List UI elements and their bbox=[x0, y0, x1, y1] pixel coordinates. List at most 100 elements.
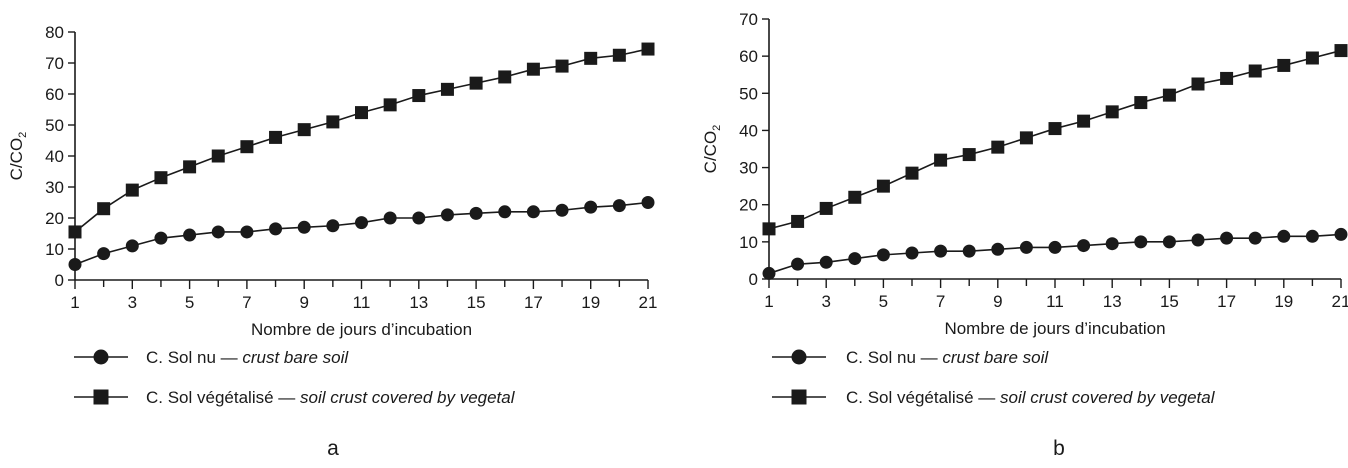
data-point-square bbox=[269, 130, 283, 144]
data-point-square bbox=[498, 70, 512, 84]
y-tick-label: 50 bbox=[45, 116, 64, 135]
data-point-square bbox=[1277, 58, 1291, 72]
data-point-square bbox=[154, 171, 168, 185]
data-point-circle bbox=[154, 231, 168, 245]
data-point-circle bbox=[498, 205, 512, 219]
x-tick-label: 17 bbox=[524, 293, 543, 312]
data-point-square bbox=[412, 89, 426, 103]
x-tick-label: 19 bbox=[1274, 292, 1293, 311]
x-tick-label: 15 bbox=[467, 293, 486, 312]
data-point-square bbox=[440, 82, 454, 96]
data-point-square bbox=[355, 106, 368, 120]
data-point-square bbox=[1162, 88, 1176, 102]
x-tick-label: 3 bbox=[128, 293, 137, 312]
x-tick-label: 13 bbox=[409, 293, 428, 312]
data-point-circle bbox=[962, 244, 976, 258]
data-point-circle bbox=[1019, 240, 1033, 254]
data-point-square bbox=[612, 48, 626, 62]
legend-label: C. Sol végétalisé — soil crust covered b… bbox=[846, 388, 1216, 407]
x-tick-label: 1 bbox=[70, 293, 79, 312]
data-point-circle bbox=[1105, 237, 1119, 251]
data-point-circle bbox=[555, 203, 569, 217]
y-tick-label: 40 bbox=[45, 147, 64, 166]
data-point-square bbox=[555, 59, 569, 73]
legend-label: C. Sol nu — crust bare soil bbox=[846, 348, 1049, 367]
data-point-square bbox=[68, 225, 82, 239]
data-point-square bbox=[1191, 77, 1205, 91]
y-axis-label: C/CO2 bbox=[701, 125, 723, 174]
x-tick-label: 7 bbox=[936, 292, 945, 311]
data-point-square bbox=[991, 140, 1005, 154]
data-point-circle bbox=[269, 222, 283, 236]
y-tick-label: 0 bbox=[749, 270, 758, 289]
y-tick-label: 80 bbox=[45, 23, 64, 42]
data-point-square bbox=[211, 149, 225, 163]
y-tick-label: 60 bbox=[45, 85, 64, 104]
x-tick-label: 19 bbox=[581, 293, 600, 312]
data-point-circle bbox=[905, 246, 919, 260]
legend-marker-square bbox=[791, 389, 807, 405]
data-point-circle bbox=[1334, 227, 1348, 241]
data-point-circle bbox=[612, 199, 626, 213]
data-point-circle bbox=[641, 196, 655, 209]
x-tick-label: 11 bbox=[353, 293, 371, 312]
y-tick-label: 30 bbox=[45, 178, 64, 197]
data-point-circle bbox=[1277, 229, 1291, 243]
data-point-square bbox=[1248, 64, 1262, 78]
data-point-circle bbox=[211, 225, 225, 239]
data-point-square bbox=[1105, 105, 1119, 119]
data-point-circle bbox=[97, 247, 111, 261]
data-point-square bbox=[469, 76, 483, 90]
panel-label: a bbox=[327, 437, 339, 460]
data-point-square bbox=[848, 190, 862, 204]
x-tick-label: 1 bbox=[764, 292, 773, 311]
data-point-circle bbox=[1048, 240, 1062, 254]
x-tick-label: 17 bbox=[1217, 292, 1236, 311]
data-point-circle bbox=[68, 258, 82, 271]
data-point-circle bbox=[584, 200, 598, 214]
data-point-square bbox=[326, 115, 340, 129]
x-tick-label: 15 bbox=[1160, 292, 1179, 311]
x-tick-label: 13 bbox=[1103, 292, 1122, 311]
y-tick-label: 60 bbox=[739, 47, 758, 66]
y-tick-label: 10 bbox=[45, 240, 64, 259]
data-point-circle bbox=[848, 252, 862, 266]
data-point-circle bbox=[326, 219, 340, 233]
data-point-square bbox=[383, 98, 397, 112]
y-tick-label: 0 bbox=[55, 271, 64, 290]
legend-label: C. Sol nu — crust bare soil bbox=[146, 348, 349, 367]
legend-marker-circle bbox=[93, 349, 109, 365]
y-tick-label: 30 bbox=[739, 159, 758, 178]
x-axis-label: Nombre de jours d’incubation bbox=[944, 319, 1165, 338]
data-point-circle bbox=[297, 220, 311, 234]
data-point-square bbox=[641, 42, 655, 56]
data-point-circle bbox=[1220, 231, 1234, 245]
y-tick-label: 40 bbox=[739, 121, 758, 140]
data-point-circle bbox=[383, 211, 397, 225]
x-tick-label: 9 bbox=[299, 293, 308, 312]
data-point-square bbox=[240, 140, 254, 154]
data-point-square bbox=[1019, 131, 1033, 145]
y-tick-label: 10 bbox=[739, 233, 758, 252]
data-point-circle bbox=[1134, 235, 1148, 249]
x-tick-label: 5 bbox=[879, 292, 888, 311]
x-tick-label: 5 bbox=[185, 293, 194, 312]
y-tick-label: 20 bbox=[45, 209, 64, 228]
data-point-circle bbox=[1191, 233, 1205, 247]
data-point-circle bbox=[440, 208, 454, 222]
data-point-circle bbox=[1248, 231, 1262, 245]
data-point-circle bbox=[791, 257, 805, 271]
data-point-square bbox=[905, 166, 919, 180]
y-tick-label: 20 bbox=[739, 196, 758, 215]
data-point-square bbox=[297, 123, 311, 137]
data-point-circle bbox=[183, 228, 197, 242]
data-point-square bbox=[962, 148, 976, 162]
y-axis-label: C/CO2 bbox=[7, 132, 29, 181]
data-point-square bbox=[876, 179, 890, 193]
data-point-square bbox=[1305, 51, 1319, 65]
data-point-square bbox=[762, 222, 776, 236]
data-point-circle bbox=[876, 248, 890, 262]
data-point-square bbox=[125, 183, 139, 197]
